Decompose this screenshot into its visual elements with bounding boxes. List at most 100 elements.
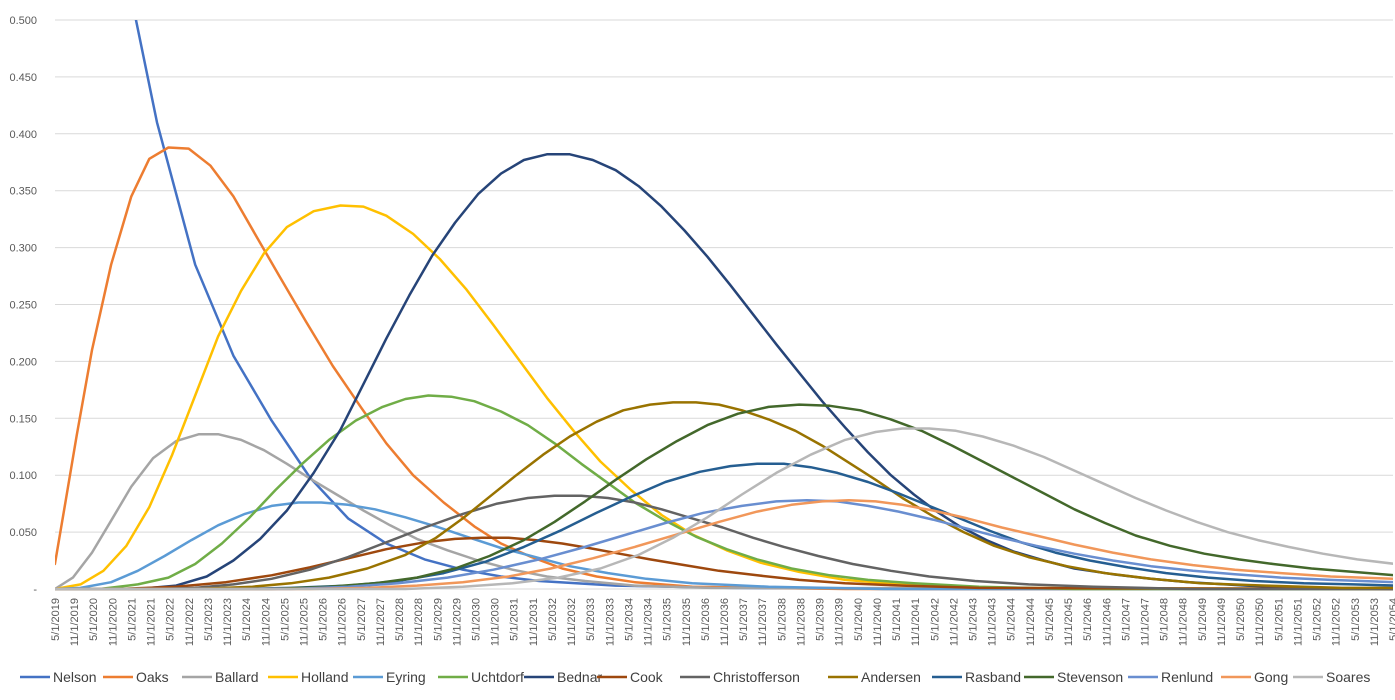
x-tick-label: 5/1/2024 xyxy=(241,598,253,641)
x-tick-label: 11/1/2021 xyxy=(146,598,158,646)
x-tick-label: 11/1/2052 xyxy=(1331,598,1343,646)
series-line-eyring xyxy=(55,501,1393,591)
x-tick-label: 11/1/2029 xyxy=(451,598,463,646)
x-tick-label: 11/1/2032 xyxy=(566,598,578,646)
series-line-uchtdorf xyxy=(55,394,1393,591)
x-tick-label: 11/1/2047 xyxy=(1140,598,1152,646)
legend-label: Ballard xyxy=(215,669,259,685)
x-tick-label: 5/1/2019 xyxy=(50,598,62,641)
x-tick-label: 11/1/2035 xyxy=(681,598,693,646)
x-tick-label: 11/1/2020 xyxy=(107,598,119,646)
x-tick-label: 5/1/2051 xyxy=(1273,598,1285,641)
x-tick-label: 5/1/2037 xyxy=(738,598,750,641)
x-tick-label: 11/1/2022 xyxy=(184,598,196,646)
x-tick-label: 11/1/2044 xyxy=(1025,598,1037,646)
legend-label: Christofferson xyxy=(713,669,800,685)
x-tick-label: 11/1/2049 xyxy=(1216,598,1228,646)
x-tick-label: 11/1/2043 xyxy=(987,598,999,646)
x-tick-label: 5/1/2035 xyxy=(662,598,674,641)
legend-label: Stevenson xyxy=(1057,669,1123,685)
series-line-holland xyxy=(55,204,1393,591)
x-tick-label: 11/1/2042 xyxy=(948,598,960,646)
y-tick-label: 0.350 xyxy=(9,186,37,198)
series-line-soares xyxy=(55,427,1393,591)
legend-label: Nelson xyxy=(53,669,97,685)
x-tick-label: 5/1/2030 xyxy=(471,598,483,641)
x-tick-label: 11/1/2030 xyxy=(490,598,502,646)
x-tick-label: 5/1/2039 xyxy=(815,598,827,641)
y-tick-label: 0.400 xyxy=(9,129,37,141)
x-tick-label: 5/1/2032 xyxy=(547,598,559,641)
y-tick-label: 0.450 xyxy=(9,72,37,84)
series-line-stevenson xyxy=(55,403,1393,591)
x-tick-label: 5/1/2050 xyxy=(1235,598,1247,641)
x-tick-label: 5/1/2022 xyxy=(165,598,177,641)
legend-label: Uchtdorf xyxy=(471,669,524,685)
legend-label: Andersen xyxy=(861,669,921,685)
x-tick-label: 5/1/2048 xyxy=(1159,598,1171,641)
x-tick-label: 5/1/2033 xyxy=(585,598,597,641)
x-tick-label: 5/1/2040 xyxy=(853,598,865,641)
x-tick-label: 11/1/2038 xyxy=(795,598,807,646)
series-line-nelson xyxy=(134,20,1393,591)
x-tick-label: 11/1/2023 xyxy=(222,598,234,646)
series-line-gong xyxy=(55,498,1393,591)
x-tick-label: 5/1/2038 xyxy=(776,598,788,641)
y-tick-label: 0.150 xyxy=(9,413,37,425)
series-line-oaks xyxy=(55,146,1393,591)
legend-label: Soares xyxy=(1326,669,1370,685)
x-tick-label: 5/1/2026 xyxy=(318,598,330,641)
series-line-rasband xyxy=(55,462,1393,591)
y-tick-label: 0.250 xyxy=(9,300,37,312)
x-tick-label: 11/1/2033 xyxy=(604,598,616,646)
x-tick-label: 5/1/2036 xyxy=(700,598,712,641)
series-line-andersen xyxy=(55,401,1393,591)
x-tick-label: 5/1/2027 xyxy=(356,598,368,641)
legend-label: Oaks xyxy=(136,669,169,685)
x-tick-label: 5/1/2031 xyxy=(509,598,521,641)
x-tick-label: 5/1/2043 xyxy=(967,598,979,641)
x-tick-label: 11/1/2019 xyxy=(69,598,81,646)
y-tick-label: 0.300 xyxy=(9,243,37,255)
x-tick-label: 5/1/2042 xyxy=(929,598,941,641)
x-tick-label: 11/1/2028 xyxy=(413,598,425,646)
x-tick-label: 11/1/2026 xyxy=(337,598,349,646)
x-tick-label: 5/1/2021 xyxy=(126,598,138,641)
x-tick-label: 11/1/2025 xyxy=(298,598,310,646)
series-line-bednar xyxy=(55,153,1393,591)
gridlines xyxy=(55,19,1393,590)
x-tick-label: 5/1/2034 xyxy=(623,598,635,641)
x-tick-label: 5/1/2028 xyxy=(394,598,406,641)
series-lines xyxy=(55,20,1393,591)
y-axis: 0.500 0.450 0.400 0.350 0.300 0.250 0.200 0.150… xyxy=(9,15,37,596)
x-tick-label: 5/1/2023 xyxy=(203,598,215,641)
x-tick-label: 5/1/2029 xyxy=(432,598,444,641)
y-tick-label: 0.050 xyxy=(9,527,37,539)
x-tick-label: 11/1/2050 xyxy=(1254,598,1266,646)
x-tick-label: 11/1/2024 xyxy=(260,598,272,646)
x-tick-label: 11/1/2034 xyxy=(643,598,655,646)
x-tick-label: 5/1/2054 xyxy=(1388,598,1395,641)
x-tick-label: 11/1/2053 xyxy=(1369,598,1381,646)
x-tick-label: 11/1/2031 xyxy=(528,598,540,646)
x-tick-label: 5/1/2025 xyxy=(279,598,291,641)
y-tick-label: 0.100 xyxy=(9,470,37,482)
legend-label: Bednar xyxy=(557,669,602,685)
legend-label: Renlund xyxy=(1161,669,1213,685)
y-tick-label: 0.200 xyxy=(9,356,37,368)
legend-label: Gong xyxy=(1254,669,1288,685)
x-tick-label: 11/1/2036 xyxy=(719,598,731,646)
x-tick-label: 11/1/2041 xyxy=(910,598,922,646)
x-tick-label: 11/1/2046 xyxy=(1101,598,1113,646)
legend-label: Rasband xyxy=(965,669,1021,685)
x-tick-label: 5/1/2052 xyxy=(1312,598,1324,641)
legend-label: Holland xyxy=(301,669,348,685)
x-tick-label: 5/1/2053 xyxy=(1350,598,1362,641)
x-tick-label: 5/1/2041 xyxy=(891,598,903,641)
x-tick-label: 5/1/2049 xyxy=(1197,598,1209,641)
x-tick-label: 11/1/2048 xyxy=(1178,598,1190,646)
legend-label: Cook xyxy=(630,669,664,685)
y-tick-label: 0.500 xyxy=(9,15,37,27)
legend-label: Eyring xyxy=(386,669,426,685)
